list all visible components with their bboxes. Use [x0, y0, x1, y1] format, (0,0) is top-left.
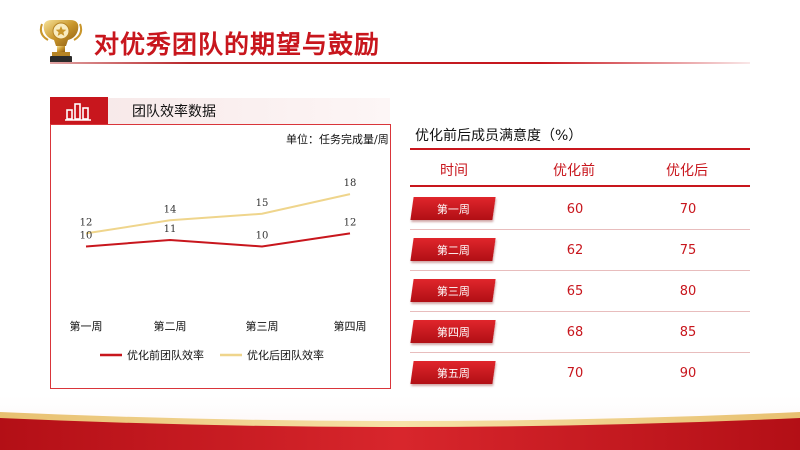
chart-panel: [50, 124, 391, 389]
cell-before: 60: [566, 202, 584, 217]
row-label: 第五周: [410, 361, 496, 384]
header-after: 优化后: [666, 163, 708, 179]
x-tick-label: 第四周: [334, 319, 367, 333]
row-divider: [410, 229, 750, 230]
title-underline: [50, 62, 750, 64]
row-label: 第四周: [410, 320, 496, 343]
series-line: [85, 232, 351, 248]
row-divider: [410, 352, 750, 353]
cell-after: 85: [679, 325, 697, 340]
bar-chart-icon: [65, 103, 91, 121]
data-label: 14: [164, 204, 177, 215]
data-label: 18: [344, 178, 357, 189]
cell-after: 70: [679, 202, 697, 217]
x-tick-label: 第三周: [246, 319, 279, 333]
table-title: 优化前后成员满意度（%）: [415, 128, 583, 144]
cell-before: 70: [566, 366, 584, 381]
data-label: 12: [80, 217, 93, 228]
data-label: 10: [80, 231, 93, 242]
header-time: 时间: [440, 163, 468, 179]
x-tick-label: 第二周: [154, 319, 187, 333]
page-title: 对优秀团队的期望与鼓励: [94, 30, 381, 59]
cell-before: 65: [566, 284, 584, 299]
legend-label: 优化后团队效率: [247, 348, 324, 362]
cell-after: 90: [679, 366, 697, 381]
chart-badge: [50, 97, 108, 126]
row-divider: [410, 270, 750, 271]
row-label: 第三周: [410, 279, 496, 302]
table-header-rule: [410, 185, 750, 187]
header-before: 优化前: [553, 163, 595, 179]
data-label: 12: [344, 217, 357, 228]
data-label: 11: [164, 224, 177, 235]
table-top-rule: [410, 148, 750, 150]
row-label: 第一周: [410, 197, 496, 220]
chart-panel-title: 团队效率数据: [132, 104, 216, 120]
chart-unit-label: 单位：任务完成量/周: [286, 133, 389, 146]
legend-label: 优化前团队效率: [127, 348, 204, 362]
series-line: [85, 193, 351, 235]
cell-after: 80: [679, 284, 697, 299]
trophy-icon: [39, 20, 83, 64]
row-divider: [410, 311, 750, 312]
row-label: 第二周: [410, 238, 496, 261]
data-label: 15: [256, 198, 269, 209]
x-tick-label: 第一周: [70, 319, 103, 333]
cell-after: 75: [679, 243, 697, 258]
cell-before: 62: [566, 243, 584, 258]
bottom-wave-decoration: [0, 390, 800, 450]
cell-before: 68: [566, 325, 584, 340]
data-label: 10: [256, 231, 269, 242]
